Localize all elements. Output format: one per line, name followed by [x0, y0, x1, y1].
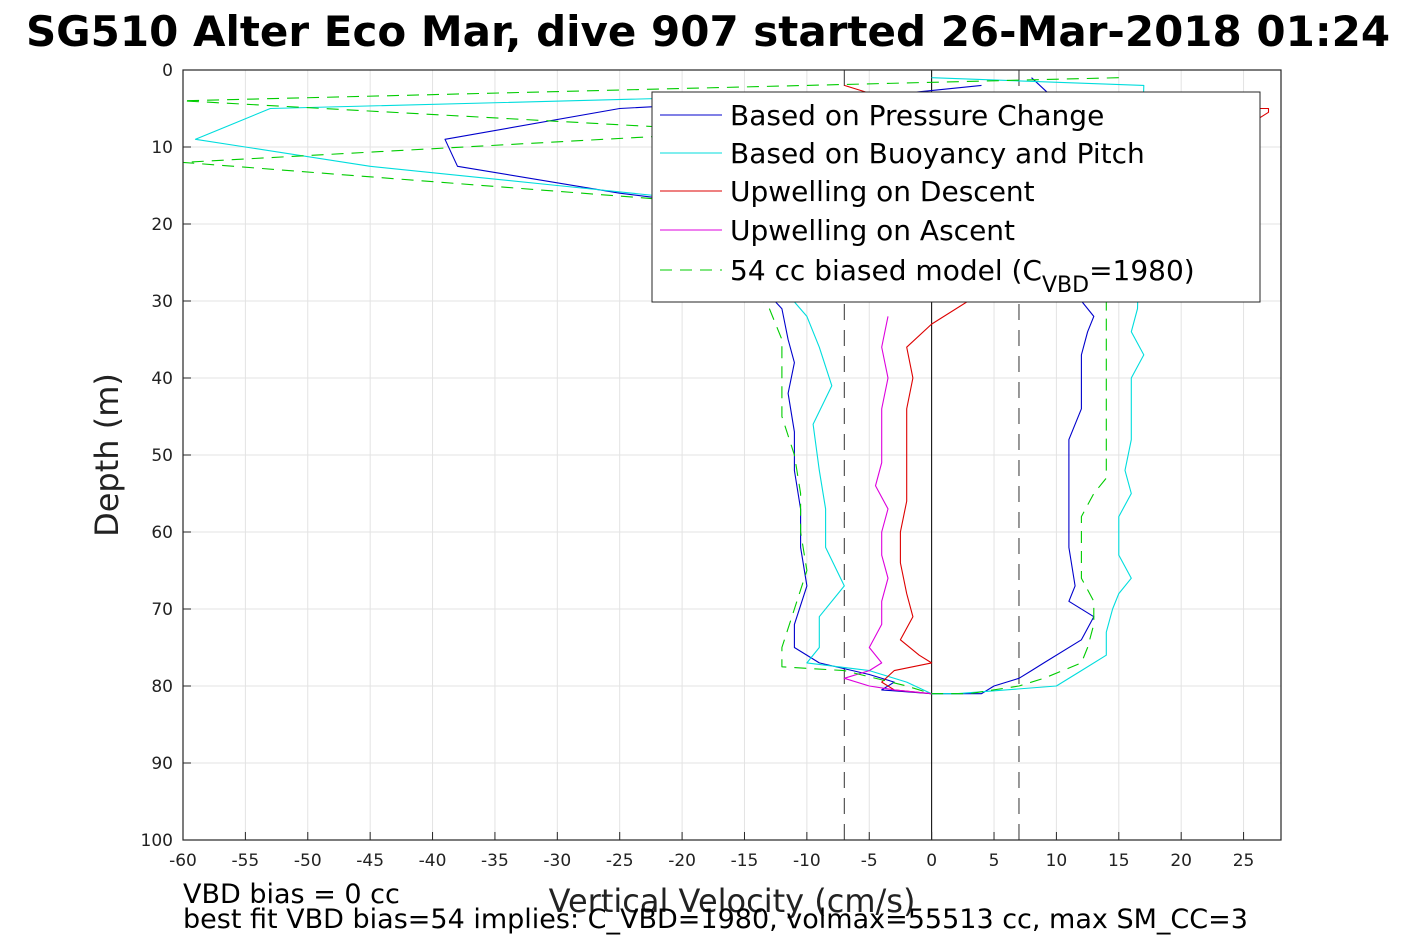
y-tick-label: 0	[162, 61, 173, 81]
x-tick-label: 5	[989, 851, 1000, 871]
x-tick-label: -20	[668, 851, 696, 871]
legend-label-pressure: Based on Pressure Change	[730, 99, 1104, 132]
y-ticks: 0 10 20 30 40 50 60 70 80 90 100	[141, 61, 191, 851]
x-ticks: -60 -55 -50 -45 -40 -35 -30 -25 -20 -15 -10 -5 0 5 10 1…	[169, 832, 1254, 871]
x-tick-label: 10	[1046, 851, 1068, 871]
legend-label-model: 54 cc biased model (CVBD=1980)	[730, 254, 1195, 298]
x-tick-label: -10	[793, 851, 821, 871]
legend-label-descent: Upwelling on Descent	[730, 175, 1035, 208]
x-tick-label: 0	[926, 851, 937, 871]
legend-label-buoyancy: Based on Buoyancy and Pitch	[730, 137, 1145, 170]
vbd-bias-note: VBD bias = 0 cc	[183, 879, 400, 910]
x-tick-label: -25	[606, 851, 634, 871]
y-tick-label: 70	[151, 600, 173, 620]
x-tick-label: -55	[231, 851, 259, 871]
y-tick-label: 60	[151, 523, 173, 543]
y-axis-label: Depth (m)	[88, 373, 126, 537]
y-tick-label: 10	[151, 138, 173, 158]
x-tick-label: 25	[1233, 851, 1255, 871]
x-tick-label: 20	[1170, 851, 1192, 871]
x-tick-label: -30	[543, 851, 571, 871]
legend: Based on Pressure Change Based on Buoyan…	[651, 91, 1261, 303]
best-fit-note: best fit VBD bias=54 implies: C_VBD=1980…	[183, 904, 1248, 935]
y-tick-label: 80	[151, 677, 173, 697]
x-tick-label: -60	[169, 851, 197, 871]
x-tick-label: -50	[294, 851, 322, 871]
y-tick-label: 100	[141, 831, 173, 851]
y-tick-label: 30	[151, 292, 173, 312]
series-group	[183, 77, 1270, 695]
series-upwelling-ascent	[843, 316, 932, 695]
legend-model-prefix: 54 cc biased model (C	[730, 254, 1042, 287]
legend-model-suffix: =1980)	[1089, 254, 1195, 287]
y-tick-label: 90	[151, 754, 173, 774]
x-axis-label: Vertical Velocity (cm/s)	[549, 882, 916, 920]
legend-box	[651, 91, 1261, 303]
x-tick-label: -5	[861, 851, 878, 871]
y-tick-label: 40	[151, 369, 173, 389]
y-tick-label: 20	[151, 215, 173, 235]
x-tick-label: -40	[419, 851, 447, 871]
series-buoyancy-pitch	[194, 77, 1145, 695]
x-tick-label: -35	[481, 851, 509, 871]
legend-model-subscript: VBD	[1042, 273, 1089, 298]
x-tick-label: -45	[356, 851, 384, 871]
chart-title: SG510 Alter Eco Mar, dive 907 started 26…	[26, 7, 1390, 56]
x-tick-label: 15	[1108, 851, 1130, 871]
legend-label-ascent: Upwelling on Ascent	[730, 214, 1015, 247]
x-tick-label: -15	[731, 851, 759, 871]
y-tick-label: 50	[151, 446, 173, 466]
series-biased-model	[183, 77, 1119, 695]
